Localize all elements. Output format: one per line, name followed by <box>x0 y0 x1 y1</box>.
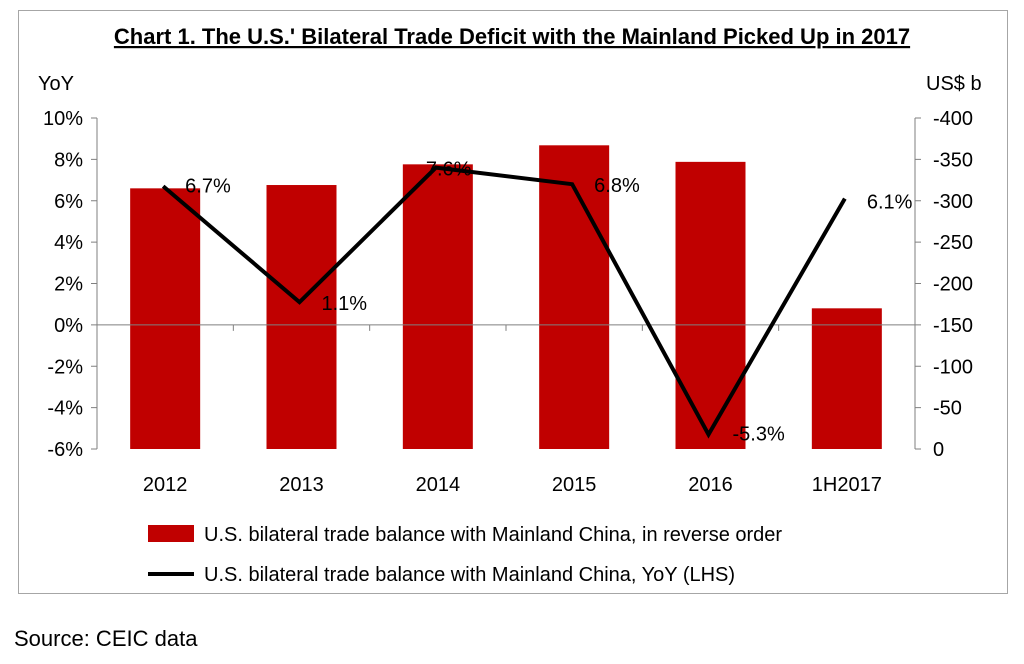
left-tick-label: 6% <box>54 191 83 213</box>
right-tick-label: -50 <box>933 398 962 420</box>
chart-frame <box>18 10 1008 594</box>
chart-title: Chart 1. The U.S.' Bilateral Trade Defic… <box>114 24 910 49</box>
axis-lines <box>96 118 916 449</box>
legend-bar-label: U.S. bilateral trade balance with Mainla… <box>204 524 782 546</box>
right-tick-label: -150 <box>933 315 973 337</box>
left-axis-unit: YoY <box>38 73 74 95</box>
category-label: 2015 <box>552 474 597 496</box>
line-series: 6.7% 1.1% 7.6% 6.8% -5.3% 6.1% <box>161 159 913 446</box>
left-axis: 10% 8% 6% 4% 2% 0% -2% -4% -6% <box>43 108 97 461</box>
bar <box>402 164 473 449</box>
left-tick-label: 4% <box>54 232 83 254</box>
left-tick-label: 0% <box>54 315 83 337</box>
data-label: -5.3% <box>733 424 785 446</box>
left-tick-label: -2% <box>47 356 83 378</box>
bar <box>130 188 201 449</box>
left-tick-label: 8% <box>54 149 83 171</box>
right-tick-label: 0 <box>933 439 944 461</box>
category-label: 2012 <box>143 474 188 496</box>
legend-line-label: U.S. bilateral trade balance with Mainla… <box>204 564 735 586</box>
left-tick-label: -6% <box>47 439 83 461</box>
yoy-line <box>161 165 847 439</box>
category-label: 1H2017 <box>812 474 882 496</box>
right-tick-label: -300 <box>933 191 973 213</box>
data-label: 6.1% <box>867 192 913 214</box>
right-tick-label: -250 <box>933 232 973 254</box>
data-label: 7.6% <box>426 159 472 181</box>
right-tick-label: -400 <box>933 108 973 130</box>
legend: U.S. bilateral trade balance with Mainla… <box>148 524 782 586</box>
left-tick-label: -4% <box>47 398 83 420</box>
data-label: 6.8% <box>594 175 640 197</box>
bar <box>675 161 746 450</box>
right-axis: -400 -350 -300 -250 -200 -150 -100 -50 0 <box>915 108 973 461</box>
category-label: 2014 <box>416 474 461 496</box>
right-tick-label: -200 <box>933 274 973 296</box>
x-axis: 2012 2013 2014 2015 2016 1H2017 <box>143 474 882 496</box>
right-tick-label: -100 <box>933 356 973 378</box>
bar <box>539 145 610 449</box>
left-tick-label: 10% <box>43 108 83 130</box>
legend-bar-swatch <box>148 525 194 542</box>
category-label: 2013 <box>279 474 324 496</box>
right-axis-unit: US$ b <box>926 73 982 95</box>
bar-series <box>130 145 882 450</box>
source-note: Source: CEIC data <box>14 626 198 651</box>
bar <box>811 308 882 449</box>
category-label: 2016 <box>688 474 733 496</box>
bar <box>266 185 337 449</box>
data-label: 6.7% <box>185 175 231 197</box>
data-label: 1.1% <box>322 293 368 315</box>
right-tick-label: -350 <box>933 149 973 171</box>
left-tick-label: 2% <box>54 274 83 296</box>
